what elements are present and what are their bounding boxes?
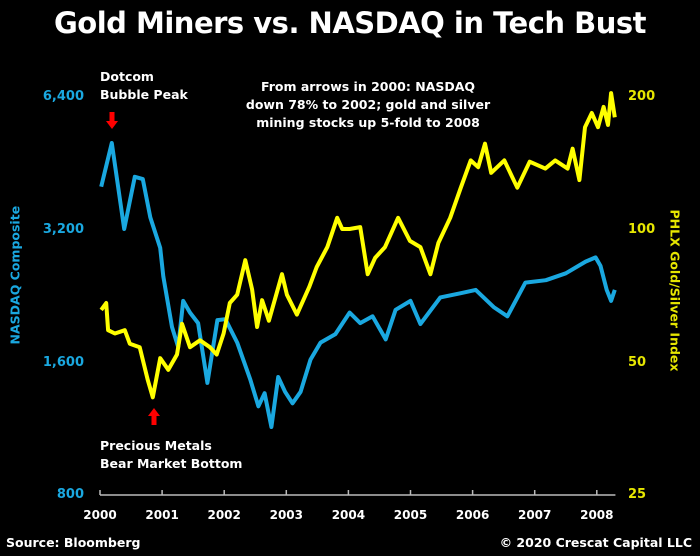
arrow-shape	[106, 112, 118, 129]
left-tick-label: 800	[56, 487, 84, 502]
gold-silver-index-line	[99, 91, 617, 400]
red-arrow-down-icon	[106, 112, 118, 129]
red-arrow-up-icon	[148, 408, 160, 425]
right-axis-label: PHLX Gold/Silver Index	[667, 209, 683, 372]
right-tick-label: 200	[628, 89, 656, 104]
x-tick-label: 2004	[331, 508, 366, 522]
x-tick-label: 2006	[455, 508, 490, 522]
left-axis-label: NASDAQ Composite	[7, 205, 23, 345]
annotation-line: Dotcom	[100, 69, 154, 84]
x-tick-label: 2005	[393, 508, 428, 522]
chart-title: Gold Miners vs. NASDAQ in Tech Bust	[53, 6, 647, 40]
annotation-note: From arrows in 2000: NASDAQ down 78% to …	[238, 78, 498, 132]
x-tick-label: 2007	[517, 508, 552, 522]
annotation-line: From arrows in 2000: NASDAQ	[260, 79, 476, 94]
annotation-line: Bubble Peak	[100, 87, 188, 102]
right-tick-label: 25	[628, 487, 647, 502]
source-text: Source: Bloomberg	[6, 535, 141, 550]
annotation-metals-bottom: Precious Metals Bear Market Bottom	[100, 437, 242, 473]
left-tick-label: 1,600	[42, 355, 84, 370]
right-tick-label: 50	[628, 355, 647, 370]
right-tick-label: 100	[628, 222, 656, 237]
annotation-line: mining stocks up 5-fold to 2008	[256, 115, 480, 130]
annotation-line: down 78% to 2002; gold and silver	[245, 97, 491, 112]
x-tick-label: 2003	[269, 508, 303, 522]
annotation-line: Precious Metals	[100, 438, 212, 453]
left-tick-label: 6,400	[42, 89, 84, 104]
arrow-shape	[148, 408, 160, 425]
left-tick-label: 3,200	[42, 222, 84, 237]
x-tick-label: 2001	[145, 508, 179, 522]
x-tick-label: 2008	[580, 508, 614, 522]
annotation-dotcom-peak: Dotcom Bubble Peak	[100, 68, 188, 104]
nasdaq-line	[99, 141, 617, 429]
copyright-text: © 2020 Crescat Capital LLC	[499, 535, 692, 550]
x-tick-label: 2002	[207, 508, 241, 522]
annotation-line: Bear Market Bottom	[100, 456, 243, 471]
x-tick-label: 2000	[83, 508, 117, 522]
